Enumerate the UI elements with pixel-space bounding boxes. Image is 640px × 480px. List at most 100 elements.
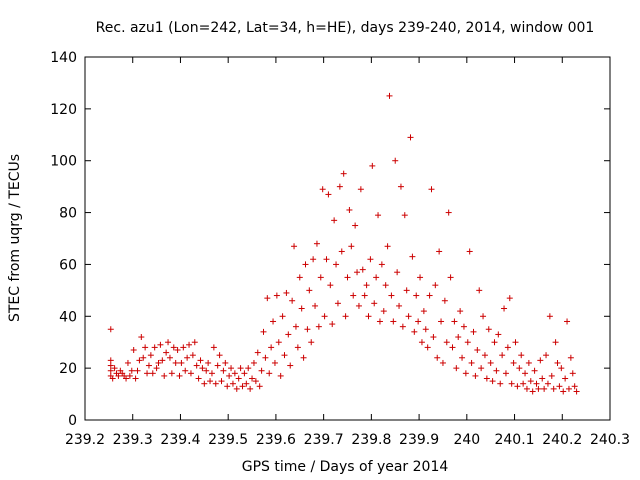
data-point bbox=[275, 339, 282, 346]
data-point bbox=[491, 339, 498, 346]
data-point bbox=[363, 282, 370, 289]
data-point bbox=[155, 359, 162, 366]
data-point bbox=[483, 375, 490, 382]
data-point bbox=[310, 256, 317, 263]
data-point bbox=[193, 362, 200, 369]
data-point bbox=[208, 370, 215, 377]
data-point bbox=[270, 318, 277, 325]
data-point bbox=[222, 359, 229, 366]
data-point bbox=[315, 323, 322, 330]
data-point bbox=[228, 365, 235, 372]
data-point bbox=[355, 302, 362, 309]
data-point bbox=[327, 282, 334, 289]
data-point bbox=[151, 344, 158, 351]
data-point bbox=[247, 385, 254, 392]
data-point bbox=[552, 339, 559, 346]
data-point bbox=[336, 183, 343, 190]
data-point bbox=[550, 385, 557, 392]
data-point bbox=[153, 365, 160, 372]
data-point bbox=[172, 359, 179, 366]
data-point bbox=[497, 380, 504, 387]
data-point bbox=[287, 362, 294, 369]
data-point bbox=[474, 346, 481, 353]
data-point bbox=[304, 326, 311, 333]
data-point bbox=[313, 240, 320, 247]
data-point bbox=[426, 292, 433, 299]
data-point bbox=[565, 385, 572, 392]
data-point bbox=[512, 339, 519, 346]
data-point bbox=[308, 339, 315, 346]
data-point bbox=[344, 274, 351, 281]
data-point bbox=[197, 357, 204, 364]
data-point bbox=[537, 357, 544, 364]
data-point bbox=[224, 383, 231, 390]
data-point bbox=[455, 334, 462, 341]
chart-title: Rec. azu1 (Lon=242, Lat=34, h=HE), days … bbox=[96, 20, 595, 36]
data-point bbox=[243, 380, 250, 387]
data-point bbox=[418, 339, 425, 346]
data-point bbox=[317, 274, 324, 281]
data-point bbox=[161, 372, 168, 379]
data-point bbox=[292, 323, 299, 330]
data-point bbox=[417, 274, 424, 281]
data-point bbox=[369, 162, 376, 169]
data-point bbox=[296, 274, 303, 281]
data-point bbox=[390, 318, 397, 325]
y-tick-label: 0 bbox=[68, 413, 77, 429]
data-point bbox=[539, 375, 546, 382]
data-point bbox=[273, 292, 280, 299]
data-point bbox=[527, 378, 534, 385]
data-point bbox=[573, 388, 580, 395]
data-point bbox=[325, 191, 332, 198]
data-point bbox=[508, 380, 515, 387]
y-tick-label: 40 bbox=[59, 309, 77, 325]
data-point bbox=[186, 341, 193, 348]
data-point bbox=[407, 134, 414, 141]
data-point bbox=[384, 243, 391, 250]
data-point bbox=[403, 287, 410, 294]
data-point bbox=[159, 357, 166, 364]
data-point bbox=[302, 261, 309, 268]
data-point bbox=[134, 367, 141, 374]
data-point bbox=[562, 375, 569, 382]
data-point bbox=[468, 359, 475, 366]
data-point bbox=[499, 352, 506, 359]
x-tick-label: 239.8 bbox=[351, 432, 391, 448]
data-point bbox=[266, 370, 273, 377]
data-point bbox=[331, 217, 338, 224]
data-point bbox=[321, 313, 328, 320]
data-point bbox=[136, 357, 143, 364]
data-point bbox=[333, 261, 340, 268]
data-point bbox=[289, 297, 296, 304]
data-point bbox=[352, 222, 359, 229]
data-point bbox=[392, 157, 399, 164]
data-point bbox=[294, 344, 301, 351]
data-point bbox=[207, 378, 214, 385]
data-point bbox=[271, 359, 278, 366]
data-point bbox=[438, 318, 445, 325]
data-point bbox=[174, 346, 181, 353]
data-points bbox=[107, 92, 580, 395]
data-point bbox=[277, 372, 284, 379]
data-point bbox=[460, 323, 467, 330]
data-point bbox=[466, 248, 473, 255]
data-point bbox=[252, 378, 259, 385]
data-point bbox=[145, 362, 152, 369]
data-point bbox=[558, 365, 565, 372]
data-point bbox=[231, 370, 238, 377]
data-point bbox=[203, 367, 210, 374]
data-point bbox=[250, 359, 257, 366]
data-point bbox=[115, 372, 122, 379]
data-point bbox=[373, 274, 380, 281]
data-point bbox=[168, 370, 175, 377]
data-point bbox=[415, 318, 422, 325]
data-point bbox=[422, 326, 429, 333]
data-point bbox=[489, 378, 496, 385]
data-point bbox=[323, 256, 330, 263]
x-tick-label: 240.3 bbox=[590, 432, 630, 448]
data-point bbox=[495, 331, 502, 338]
data-point bbox=[388, 292, 395, 299]
data-point bbox=[529, 388, 536, 395]
data-point bbox=[312, 302, 319, 309]
data-point bbox=[142, 344, 149, 351]
